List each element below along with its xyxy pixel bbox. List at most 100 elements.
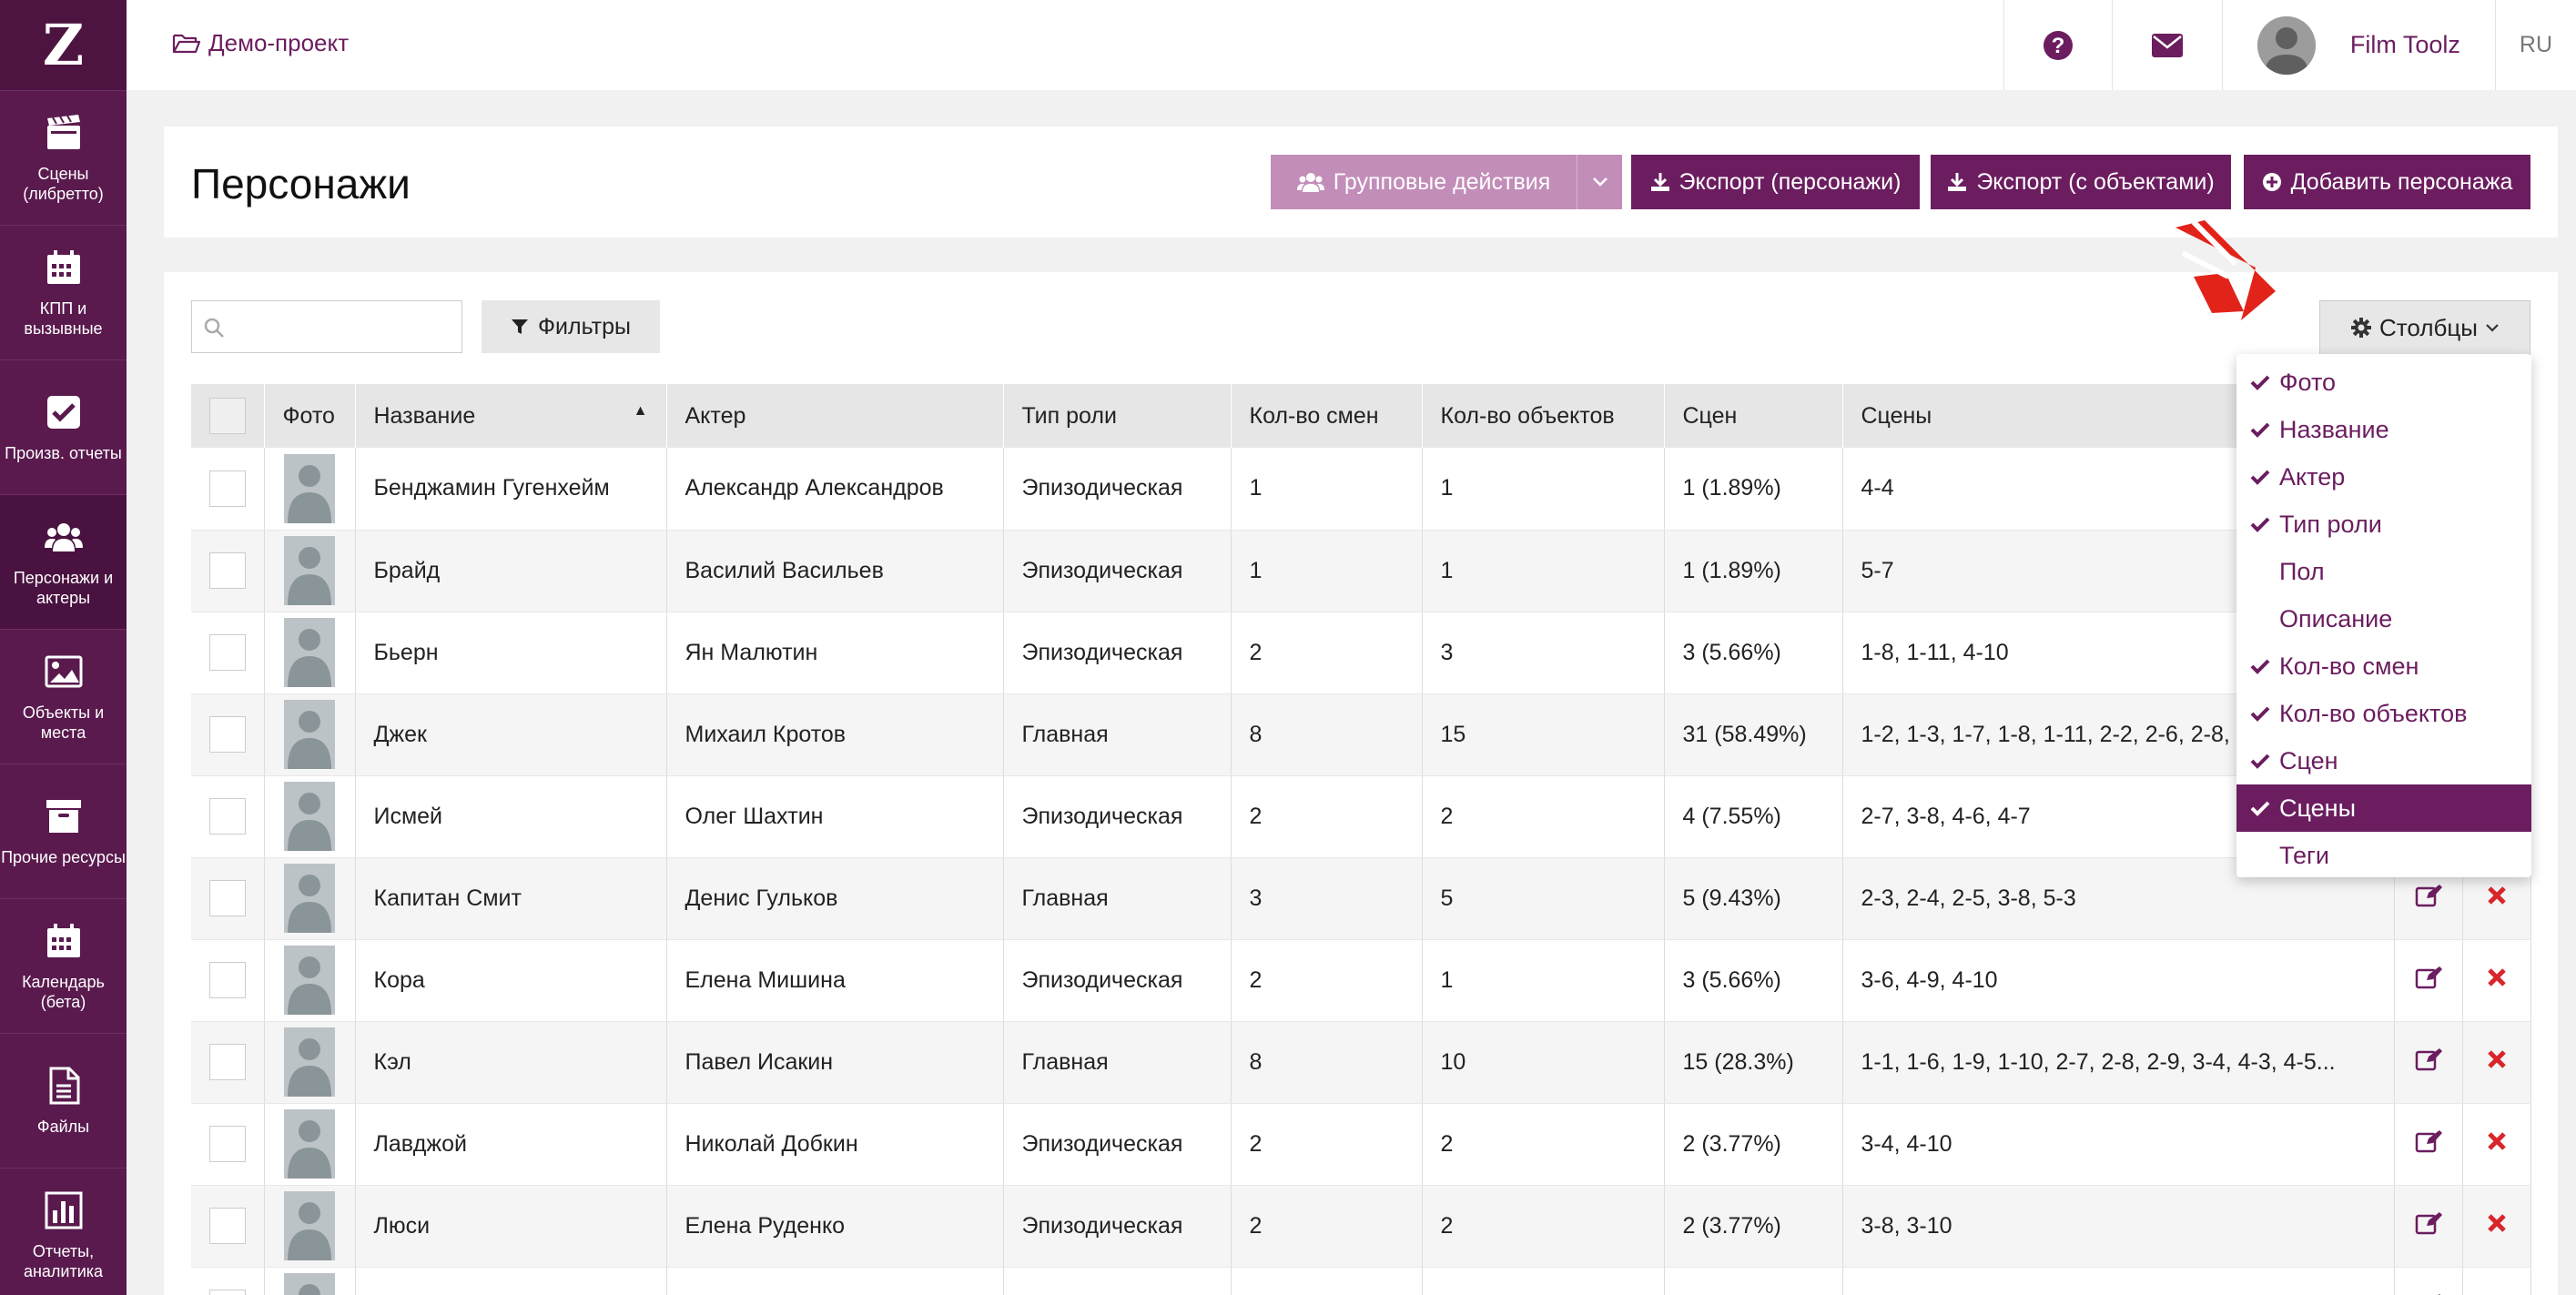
sidebar-item-5[interactable]: Объекты и места [0, 629, 127, 764]
edit-icon[interactable] [2415, 884, 2442, 907]
edit-icon[interactable] [2415, 1047, 2442, 1071]
row-checkbox[interactable] [208, 1126, 246, 1162]
group-actions-button[interactable]: Групповые действия [1271, 155, 1577, 209]
cell-name: Джек [355, 693, 667, 776]
row-checkbox[interactable] [208, 962, 246, 998]
select-all-checkbox[interactable] [208, 398, 246, 434]
header-photo[interactable]: Фото [264, 384, 356, 448]
header-role[interactable]: Тип роли [1003, 384, 1232, 448]
columns-menu-item[interactable]: Сцены [2236, 784, 2531, 832]
columns-menu-item[interactable]: Название [2236, 406, 2531, 453]
sidebar-item-9[interactable]: Отчеты, аналитика [0, 1168, 127, 1295]
search-box[interactable] [191, 300, 462, 353]
character-photo[interactable] [284, 536, 335, 605]
character-photo[interactable] [284, 453, 335, 523]
header-name[interactable]: Название ▲ [355, 384, 667, 448]
sidebar-item-6[interactable]: Прочие ресурсы [0, 764, 127, 898]
columns-menu-item[interactable]: Тип роли [2236, 501, 2531, 548]
language-switch[interactable]: RU [2494, 0, 2576, 90]
row-select-cell [191, 857, 265, 940]
cell-shifts: 2 [1231, 612, 1423, 694]
row-checkbox[interactable] [208, 1044, 246, 1080]
cell-shifts: 2 [1231, 1103, 1423, 1186]
columns-menu-item[interactable]: Фото [2236, 359, 2531, 406]
character-photo[interactable] [284, 700, 335, 769]
row-checkbox[interactable] [208, 470, 246, 507]
columns-menu-item[interactable]: Сцен [2236, 737, 2531, 784]
columns-menu-item[interactable]: Теги [2236, 832, 2531, 879]
row-checkbox[interactable] [208, 1290, 246, 1295]
messages-button[interactable] [2111, 0, 2222, 90]
table-row[interactable]: Бьерн Ян Малютин Эпизодическая 2 3 3 (5.66%) 1… [191, 612, 2531, 694]
columns-menu-item[interactable]: Актер [2236, 453, 2531, 501]
sidebar-item-2[interactable]: КПП и вызывные [0, 225, 127, 359]
app-logo[interactable]: Z [0, 0, 127, 90]
table-row[interactable]: Кора Елена Мишина Эпизодическая 2 1 3 (5.66%)… [191, 939, 2531, 1022]
character-photo[interactable] [284, 1109, 335, 1179]
search-input[interactable] [192, 301, 461, 352]
help-button[interactable]: ? [2003, 0, 2112, 90]
character-photo[interactable] [284, 864, 335, 933]
row-checkbox[interactable] [208, 634, 246, 671]
table-row[interactable] [191, 1267, 2531, 1295]
cell-shifts: 1 [1231, 448, 1423, 531]
username: Film Toolz [2349, 31, 2460, 58]
table-row[interactable]: Брайд Василий Васильев Эпизодическая 1 1 1 (1… [191, 530, 2531, 612]
checkbox-icon [44, 392, 84, 432]
delete-x-icon[interactable] [2487, 1213, 2507, 1233]
character-photo[interactable] [284, 946, 335, 1015]
header-scene-count[interactable]: Сцен [1664, 384, 1843, 448]
sidebar-item-3[interactable]: Произв. отчеты [0, 359, 127, 494]
filters-button[interactable]: Фильтры [482, 300, 660, 353]
sidebar-item-label: Сцены (либретто) [23, 164, 104, 203]
header-shifts[interactable]: Кол-во смен [1231, 384, 1423, 448]
header-actor[interactable]: Актер [666, 384, 1004, 448]
table-row[interactable]: Кэл Павел Исакин Главная 8 10 15 (28.3%) 1-1, … [191, 1021, 2531, 1104]
row-checkbox[interactable] [208, 798, 246, 835]
columns-menu-item[interactable]: Кол-во объектов [2236, 690, 2531, 737]
table-row[interactable]: Лавджой Николай Добкин Эпизодическая 2 2 2 (3… [191, 1103, 2531, 1186]
sidebar-item-1[interactable]: Сцены (либретто) [0, 90, 127, 225]
columns-menu-label: Пол [2279, 557, 2325, 585]
add-character-button[interactable]: Добавить персонажа [2244, 155, 2530, 209]
cell-objects: 2 [1422, 1185, 1665, 1268]
row-checkbox[interactable] [208, 552, 246, 589]
header-objects[interactable]: Кол-во объектов [1422, 384, 1665, 448]
table-row[interactable]: Джек Михаил Кротов Главная 8 15 31 (58.49%) 1-… [191, 693, 2531, 776]
sidebar-item-4[interactable]: Персонажи и актеры [0, 494, 127, 629]
user-menu[interactable]: Film Toolz [2221, 0, 2495, 90]
character-photo[interactable] [284, 1191, 335, 1260]
delete-x-icon[interactable] [2487, 1049, 2507, 1069]
cell-scene-count: 1 (1.89%) [1664, 530, 1843, 612]
export-characters-button[interactable]: Экспорт (персонажи) [1631, 155, 1920, 209]
delete-x-icon[interactable] [2487, 967, 2507, 987]
cell-objects: 1 [1422, 448, 1665, 531]
sidebar-item-7[interactable]: Календарь (бета) [0, 898, 127, 1033]
table-row[interactable]: Люси Елена Руденко Эпизодическая 2 2 2 (3.77%… [191, 1185, 2531, 1268]
delete-x-icon[interactable] [2487, 1131, 2507, 1151]
character-photo[interactable] [284, 1027, 335, 1097]
row-checkbox[interactable] [208, 880, 246, 916]
edit-icon[interactable] [2415, 1129, 2442, 1153]
delete-cell [2462, 1103, 2531, 1186]
character-photo[interactable] [284, 618, 335, 687]
delete-x-icon[interactable] [2487, 885, 2507, 905]
edit-icon[interactable] [2415, 966, 2442, 989]
table-row[interactable]: Капитан Смит Денис Гульков Главная 3 5 5 (9.4… [191, 857, 2531, 940]
breadcrumb[interactable]: Демо-проект [172, 29, 349, 57]
edit-icon[interactable] [2415, 1211, 2442, 1235]
character-photo[interactable] [284, 1273, 335, 1295]
cell-name: Люси [355, 1185, 667, 1268]
columns-menu-item[interactable]: Описание [2236, 595, 2531, 642]
row-checkbox[interactable] [208, 1208, 246, 1244]
export-objects-button[interactable]: Экспорт (с объектами) [1931, 155, 2231, 209]
table-row[interactable]: Исмей Олег Шахтин Эпизодическая 2 2 4 (7.55%)… [191, 775, 2531, 858]
columns-menu-item[interactable]: Кол-во смен [2236, 642, 2531, 690]
columns-menu-item[interactable]: Пол [2236, 548, 2531, 595]
row-checkbox[interactable] [208, 716, 246, 753]
sidebar-item-8[interactable]: Файлы [0, 1033, 127, 1168]
columns-button[interactable]: Столбцы [2319, 300, 2530, 355]
table-row[interactable]: Бенджамин Гугенхейм Александр Александров… [191, 448, 2531, 531]
character-photo[interactable] [284, 782, 335, 851]
group-actions-caret[interactable] [1577, 155, 1622, 209]
